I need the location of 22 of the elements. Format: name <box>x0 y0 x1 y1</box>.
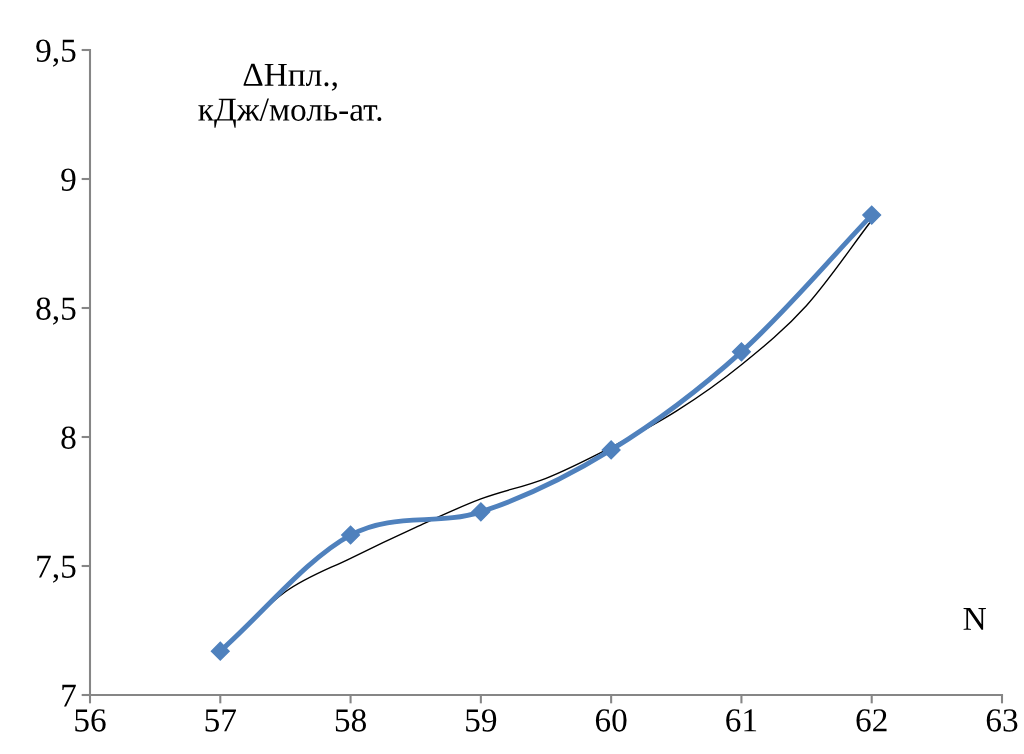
y-tick-label: 8 <box>61 426 76 449</box>
x-tick-label: 61 <box>726 709 757 732</box>
x-tick-label: 58 <box>335 709 366 732</box>
point <box>601 440 621 460</box>
x-tick-label: 59 <box>466 709 497 732</box>
point <box>341 525 361 545</box>
y-tick-label: 7 <box>62 684 76 707</box>
y-axis-title: ΔHпл., кДж/моль-ат. <box>198 63 382 128</box>
x-tick-label: 56 <box>75 709 106 732</box>
y-tick-label: 9,5 <box>36 39 76 67</box>
x-tick-label: 62 <box>856 709 887 732</box>
y-tick-label: 9 <box>61 168 76 191</box>
x-tick-label: 57 <box>205 709 236 732</box>
y-tick-label: 8,5 <box>36 297 76 325</box>
x-axis-title: N <box>963 608 986 630</box>
point <box>210 641 230 661</box>
y-tick-label: 7,5 <box>37 555 76 583</box>
point <box>731 342 751 362</box>
x-tick-label: 60 <box>595 709 627 732</box>
point <box>862 205 882 225</box>
x-tick-label: 63 <box>986 709 1018 732</box>
point <box>471 502 491 522</box>
